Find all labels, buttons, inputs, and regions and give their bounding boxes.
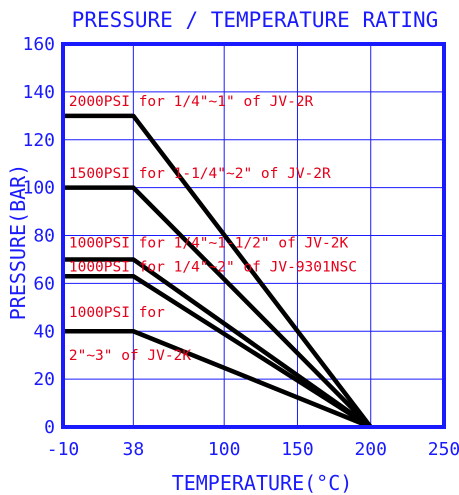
- y-tick-label: 40: [33, 321, 55, 342]
- rating-annotation: 1500PSI for 1-1/4"~2" of JV-2R: [69, 166, 331, 182]
- y-axis-label: PRESSURE(BAR): [6, 164, 30, 321]
- y-tick-label: 20: [33, 369, 55, 390]
- rating-annotation: 2"~3" of JV-2K: [69, 348, 191, 364]
- chart-title: PRESSURE / TEMPERATURE RATING: [72, 8, 439, 32]
- rating-annotation: 2000PSI for 1/4"~1" of JV-2R: [69, 94, 314, 110]
- x-tick-label: 200: [354, 439, 387, 460]
- plot-frame: [61, 42, 446, 429]
- x-tick-labels: -10 38 100 150 200 250: [47, 439, 459, 460]
- y-tick-label: 80: [33, 226, 55, 247]
- rating-annotation: 1000PSI for 1/4"~2" of JV-9301NSC: [69, 259, 357, 275]
- rating-annotation: 1000PSI for: [69, 305, 165, 321]
- x-tick-label: 100: [208, 439, 241, 460]
- series-line-2: [63, 185, 373, 429]
- series-line-1: [63, 113, 373, 429]
- rating-annotation: 1000PSI for 1/4"~1-1/2" of JV-2K: [69, 235, 349, 251]
- y-tick-label: 100: [22, 178, 55, 199]
- y-tick-label: 160: [22, 34, 55, 55]
- y-tick-label: 120: [22, 130, 55, 151]
- y-tick-label: 60: [33, 273, 55, 294]
- series-line-4: [63, 273, 372, 429]
- x-tick-label: 38: [122, 439, 144, 460]
- y-tick-labels: 0 20 40 60 80 100 120 140 160: [22, 34, 55, 438]
- x-tick-label: 250: [428, 439, 459, 460]
- x-tick-label: 150: [281, 439, 314, 460]
- annotations: 2000PSI for 1/4"~1" of JV-2R 1500PSI for …: [69, 94, 357, 364]
- y-tick-label: 0: [44, 417, 55, 438]
- series-lines: [63, 113, 373, 430]
- x-axis-label: TEMPERATURE(°C): [172, 471, 353, 495]
- series-line-5: [63, 329, 372, 430]
- y-tick-label: 140: [22, 82, 55, 103]
- x-tick-label: -10: [47, 439, 80, 460]
- series-line-3: [63, 257, 373, 429]
